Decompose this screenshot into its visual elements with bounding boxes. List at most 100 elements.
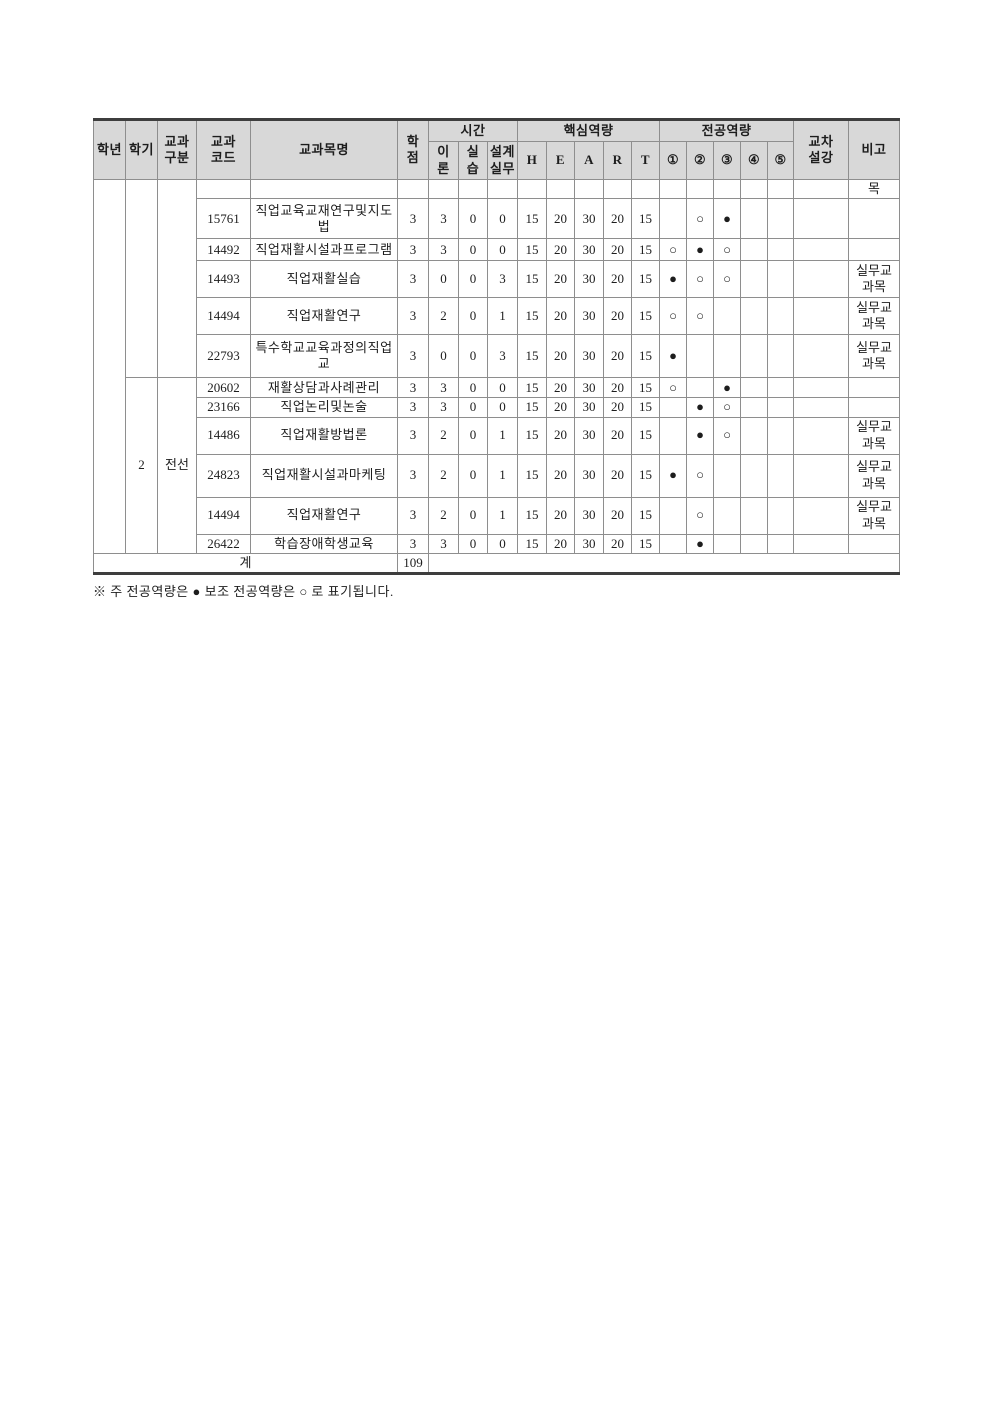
core-score-cell-e: 20 — [546, 496, 576, 535]
cross-listing-cell — [793, 496, 850, 535]
footnote: ※ 주 전공역량은 ● 보조 전공역량은 ○ 로 표기됩니다. — [93, 584, 394, 599]
core-score-cell-t: 15 — [631, 496, 661, 535]
core-score-cell-r: 20 — [603, 260, 633, 299]
theory-hours-cell: 2 — [428, 416, 459, 455]
major-mark-cell-4 — [740, 496, 769, 535]
core-score-cell-a: 30 — [574, 198, 605, 240]
major-mark-cell-3: ● — [713, 198, 742, 240]
cross-listing-cell — [793, 238, 850, 262]
core-score-cell-a: 30 — [574, 260, 605, 299]
major-mark-cell-1 — [659, 198, 688, 240]
major-mark-cell-4 — [740, 178, 769, 200]
table-row: 23166 직업논리및논술 3 3 0 0 15 20 30 20 15 ● ○ — [94, 397, 901, 418]
core-score-cell-r: 20 — [603, 533, 633, 554]
theory-hours-cell: 2 — [428, 453, 459, 498]
table-row: 14493 직업재활실습 3 0 0 3 15 20 30 20 15 ● ○ ○ 실무교과목 — [94, 260, 901, 299]
core-score-cell-e: 20 — [546, 334, 576, 379]
course-code-cell: 15761 — [196, 198, 251, 240]
header-core-a: A — [574, 141, 605, 180]
credit-cell: 3 — [397, 297, 429, 336]
table-row: 14494 직업재활연구 3 2 0 1 15 20 30 20 15 ○ ○ 실무교과목 — [94, 297, 901, 336]
core-score-cell-r: 20 — [603, 453, 633, 498]
theory-hours-cell: 3 — [428, 198, 459, 240]
major-mark-cell-5 — [767, 496, 795, 535]
header-core-t: T — [631, 141, 661, 180]
header-major-4: ④ — [740, 141, 769, 180]
core-score-cell-e: 20 — [546, 416, 576, 455]
major-mark-cell-5 — [767, 178, 795, 200]
course-name-cell: 학습장애학생교육 — [250, 533, 398, 554]
table-row: 22793 특수학교교육과정의직업교 3 0 0 3 15 20 30 20 15 ● 실무교과목 — [94, 334, 901, 379]
major-mark-cell-4 — [740, 453, 769, 498]
cross-listing-cell — [793, 334, 850, 379]
header-core-e: E — [546, 141, 576, 180]
table-row: 14486 직업재활방법론 3 2 0 1 15 20 30 20 15 ● ○ 실무교과목 — [94, 416, 901, 455]
course-code-cell: 14486 — [196, 416, 251, 455]
semester-cell: 2 — [125, 377, 158, 554]
core-score-cell-t: 15 — [631, 334, 661, 379]
course-code-cell: 20602 — [196, 377, 251, 399]
major-mark-cell-5 — [767, 453, 795, 498]
remark-cell: 실무교과목 — [848, 453, 901, 498]
core-score-cell-e — [546, 178, 576, 200]
major-mark-cell-3 — [713, 453, 742, 498]
major-mark-cell-2: ● — [686, 397, 715, 418]
table-row: 26422 학습장애학생교육 3 3 0 0 15 20 30 20 15 ● — [94, 533, 901, 554]
course-name-cell: 직업재활실습 — [250, 260, 398, 299]
remark-cell: 실무교과목 — [848, 260, 901, 299]
credit-cell: 3 — [397, 453, 429, 498]
course-code-cell: 14492 — [196, 238, 251, 262]
major-mark-cell-5 — [767, 533, 795, 554]
cross-listing-cell — [793, 533, 850, 554]
course-code-cell: 23166 — [196, 397, 251, 418]
cross-listing-cell — [793, 297, 850, 336]
course-code-cell: 14494 — [196, 297, 251, 336]
major-mark-cell-1 — [659, 496, 688, 535]
header-core-r: R — [603, 141, 633, 180]
theory-hours-cell: 0 — [428, 260, 459, 299]
remark-cell: 실무교과목 — [848, 334, 901, 379]
category-cell — [157, 178, 197, 379]
major-mark-cell-5 — [767, 334, 795, 379]
major-mark-cell-2: ○ — [686, 453, 715, 498]
credit-cell: 3 — [397, 397, 429, 418]
remark-cell: 실무교과목 — [848, 297, 901, 336]
course-code-cell: 14493 — [196, 260, 251, 299]
practice-hours-cell: 0 — [458, 334, 488, 379]
major-mark-cell-1: ○ — [659, 377, 688, 399]
header-major-1: ① — [659, 141, 688, 180]
design-hours-cell: 0 — [486, 198, 519, 240]
major-mark-cell-4 — [740, 533, 769, 554]
design-hours-cell: 1 — [486, 453, 519, 498]
core-score-cell-a: 30 — [574, 397, 605, 418]
table-row: 14492 직업재활시설과프로그램 3 3 0 0 15 20 30 20 15 ○ ● ○ — [94, 238, 901, 262]
major-mark-cell-2 — [686, 334, 715, 379]
core-score-cell-a: 30 — [574, 334, 605, 379]
header-practice: 실 습 — [458, 141, 488, 180]
table-body: 목 15761 직업교육교재연구및지도법 3 3 0 0 15 20 30 20 15 ○ ● 14492 직… — [93, 178, 901, 575]
table-header: 학년 학기 교과 구분 교과 코드 교과목명 학 점 시간 핵심역량 전공역량 … — [93, 119, 901, 180]
major-mark-cell-2: ○ — [686, 297, 715, 336]
practice-hours-cell: 0 — [458, 377, 488, 399]
core-score-cell-t: 15 — [631, 377, 661, 399]
major-mark-cell-4 — [740, 238, 769, 262]
core-score-cell-r — [603, 178, 633, 200]
credit-cell: 3 — [397, 260, 429, 299]
credit-cell: 3 — [397, 416, 429, 455]
credit-cell: 3 — [397, 238, 429, 262]
practice-hours-cell: 0 — [458, 260, 488, 299]
remark-cell: 목 — [848, 178, 901, 200]
grade-cell — [93, 179, 126, 554]
table-area: 학년 학기 교과 구분 교과 코드 교과목명 학 점 시간 핵심역량 전공역량 … — [93, 118, 901, 600]
core-score-cell-a: 30 — [574, 297, 605, 336]
core-score-cell-h: 15 — [517, 198, 548, 240]
header-code: 교과 코드 — [196, 119, 251, 180]
core-score-cell-r: 20 — [603, 397, 633, 418]
course-name-cell: 재활상담과사례관리 — [250, 377, 398, 399]
major-mark-cell-2: ● — [686, 416, 715, 455]
major-mark-cell-3: ○ — [713, 397, 742, 418]
header-major-group: 전공역량 — [659, 119, 795, 142]
remark-cell — [848, 198, 901, 240]
design-hours-cell: 0 — [486, 238, 519, 262]
